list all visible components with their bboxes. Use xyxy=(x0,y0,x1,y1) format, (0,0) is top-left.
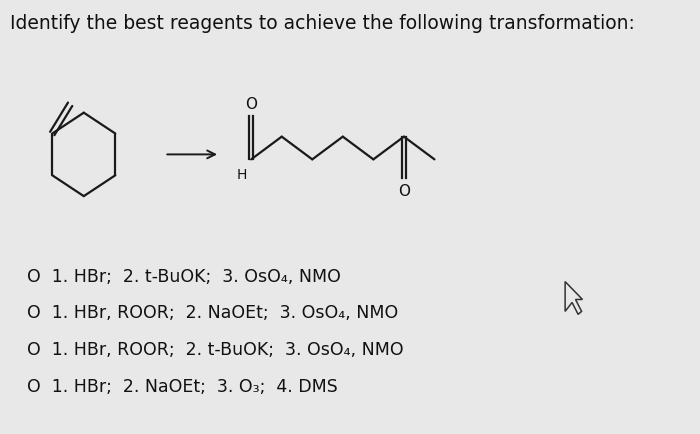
Text: O  1. HBr, ROOR;  2. t-BuOK;  3. OsO₄, NMO: O 1. HBr, ROOR; 2. t-BuOK; 3. OsO₄, NMO xyxy=(27,340,404,358)
Text: O  1. HBr, ROOR;  2. NaOEt;  3. OsO₄, NMO: O 1. HBr, ROOR; 2. NaOEt; 3. OsO₄, NMO xyxy=(27,304,399,322)
Text: H: H xyxy=(237,168,247,182)
Text: O  1. HBr;  2. t-BuOK;  3. OsO₄, NMO: O 1. HBr; 2. t-BuOK; 3. OsO₄, NMO xyxy=(27,267,342,285)
Text: O: O xyxy=(398,184,410,198)
Text: Identify the best reagents to achieve the following transformation:: Identify the best reagents to achieve th… xyxy=(10,14,635,33)
Text: O: O xyxy=(245,97,257,112)
Text: O  1. HBr;  2. NaOEt;  3. O₃;  4. DMS: O 1. HBr; 2. NaOEt; 3. O₃; 4. DMS xyxy=(27,377,338,395)
